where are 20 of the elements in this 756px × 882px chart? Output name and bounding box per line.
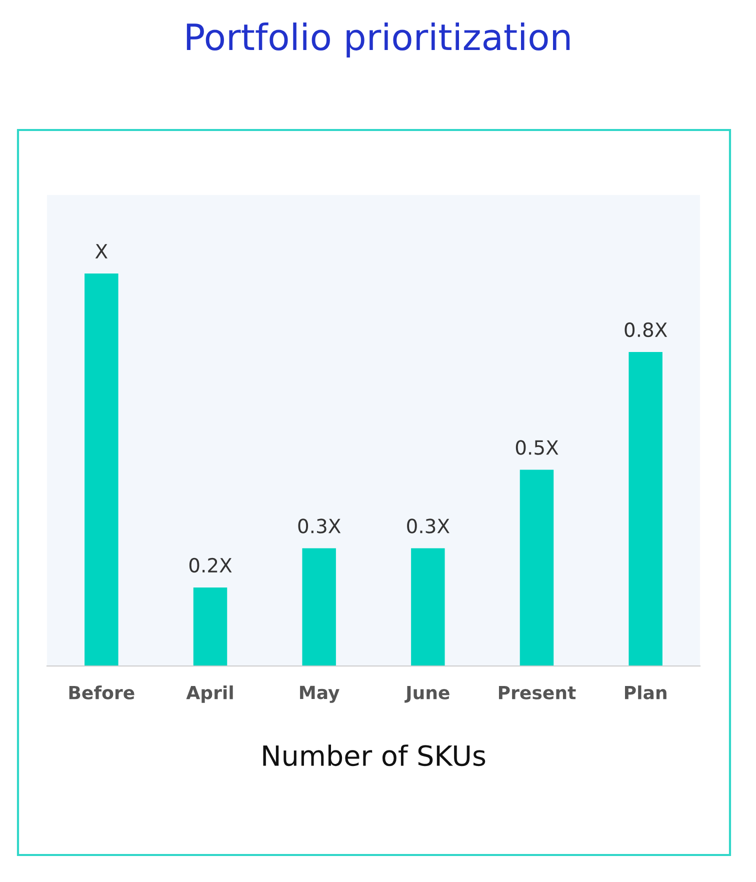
data-label: X [95,244,108,258]
x-axis-title: Number of SKUs [263,744,486,766]
data-label: 0.2X [189,558,232,573]
x-tick-label: June [404,686,450,703]
bar [193,588,228,666]
bar [302,548,336,666]
x-tick-label: April [186,685,233,703]
x-tick-label: Plan [625,685,666,700]
x-tick-label: Before [69,685,134,700]
bar [84,274,118,666]
bar [628,352,662,666]
bar [520,470,554,666]
chart-title: Portfolio prioritization [186,22,570,58]
x-tick-label: May [300,686,340,703]
bar [411,548,445,666]
data-label: 0.8X [624,322,668,338]
data-label: 0.3X [407,518,450,534]
data-label: 0.5X [516,440,558,455]
x-tick-label: Present [498,686,576,700]
data-label: 0.3X [298,518,341,534]
